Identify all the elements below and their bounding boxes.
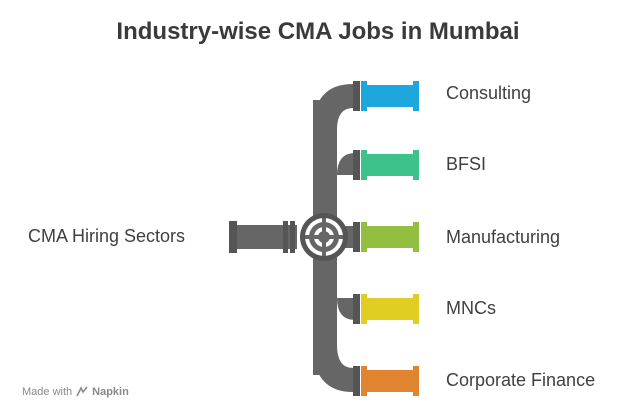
input-pipe-ring-2 [290,221,295,253]
pipe-branch-mncs [337,298,355,320]
sector-pipes [353,81,419,396]
sector-label-corporate-finance: Corporate Finance [446,370,596,390]
sector-label-mncs: MNCs [446,298,496,318]
input-pipe-cap [229,221,237,253]
pipe-curve-top [313,84,353,130]
footer-prefix: Made with [22,386,73,398]
footer-brand: Napkin [92,386,129,398]
sector-label-bfsi: BFSI [446,154,487,174]
input-pipe-ring-1 [283,221,288,253]
page-title: Industry-wise CMA Jobs in Mumbai [116,18,520,45]
pipe-curve-bottom [313,345,353,392]
footer-credit[interactable]: Made with Napkin [22,386,129,398]
pipe-branch-bfsi [337,153,355,175]
sector-pipe-manufacturing [353,222,419,252]
valve-hub [300,213,348,261]
sector-pipe-corporate-finance [353,366,419,396]
sector-label-manufacturing: Manufacturing [446,227,561,247]
sector-label-consulting: Consulting [446,83,532,103]
source-label: CMA Hiring Sectors [28,226,186,246]
sector-pipe-mncs [353,294,419,324]
napkin-logo-icon [76,386,88,397]
sector-pipe-bfsi [353,150,419,180]
sector-pipe-consulting [353,81,419,111]
